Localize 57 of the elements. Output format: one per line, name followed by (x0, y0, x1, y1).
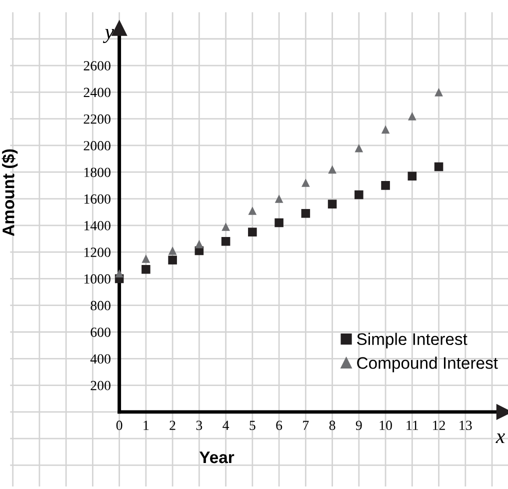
point (302, 178, 310, 187)
x-tick-label: 4 (222, 420, 230, 430)
x-tick-label: 13 (460, 420, 472, 430)
y-tick-label: 1000 (84, 274, 110, 284)
point (222, 222, 230, 231)
x-tick-label: 7 (303, 420, 309, 430)
annotation: y (102, 28, 114, 44)
y-tick-label: 2000 (84, 141, 110, 150)
point (328, 200, 337, 208)
point (274, 218, 284, 228)
point (221, 237, 230, 246)
x-tick-label: 3 (196, 420, 202, 430)
point (168, 256, 177, 264)
point (408, 112, 416, 120)
y-tick-label: 2400 (84, 88, 110, 98)
x-tick-label: 6 (276, 420, 282, 430)
point (195, 240, 204, 248)
point (434, 88, 443, 96)
y-tick-label: 800 (90, 300, 110, 310)
y-tick-label: 600 (90, 328, 110, 337)
x-tick-label: 0 (116, 420, 122, 430)
point (381, 125, 390, 134)
x-tick-label: 12 (433, 420, 445, 430)
y-tick-label: 200 (90, 380, 110, 390)
x-tick-label: 1 (144, 420, 149, 430)
y-axis-title: Amount ($) (2, 149, 18, 236)
y-tick-label: 1800 (84, 168, 110, 178)
point (434, 162, 444, 172)
point (115, 269, 124, 278)
x-axis-title: Year (199, 452, 234, 464)
y-tick-label: 400 (90, 354, 110, 364)
point (301, 209, 310, 218)
x-tick-label: 9 (356, 420, 362, 430)
point (142, 254, 150, 263)
x-tick-label: 11 (406, 420, 418, 430)
point (248, 206, 257, 215)
point (142, 264, 150, 274)
legend-label: Compound Interest (357, 356, 498, 372)
y-tick-label: 1200 (84, 248, 110, 258)
x-tick-label: 2 (170, 420, 176, 430)
x-tick-label: 5 (250, 420, 256, 430)
y-tick-label: 1400 (84, 220, 110, 230)
point (274, 194, 284, 203)
point (354, 144, 364, 152)
x-tick-label: 8 (329, 420, 336, 430)
point (354, 190, 364, 200)
point (168, 246, 177, 255)
y-tick-label: 2600 (84, 61, 110, 70)
legend-label: Simple Interest (357, 332, 468, 348)
y-tick-label: 2200 (84, 114, 110, 124)
x-tick-label: 10 (380, 420, 392, 430)
point (381, 181, 390, 190)
y-tick-label: 1600 (84, 194, 110, 204)
point (408, 172, 417, 180)
annotation: x (496, 433, 506, 444)
point (248, 228, 257, 236)
point (328, 165, 336, 174)
